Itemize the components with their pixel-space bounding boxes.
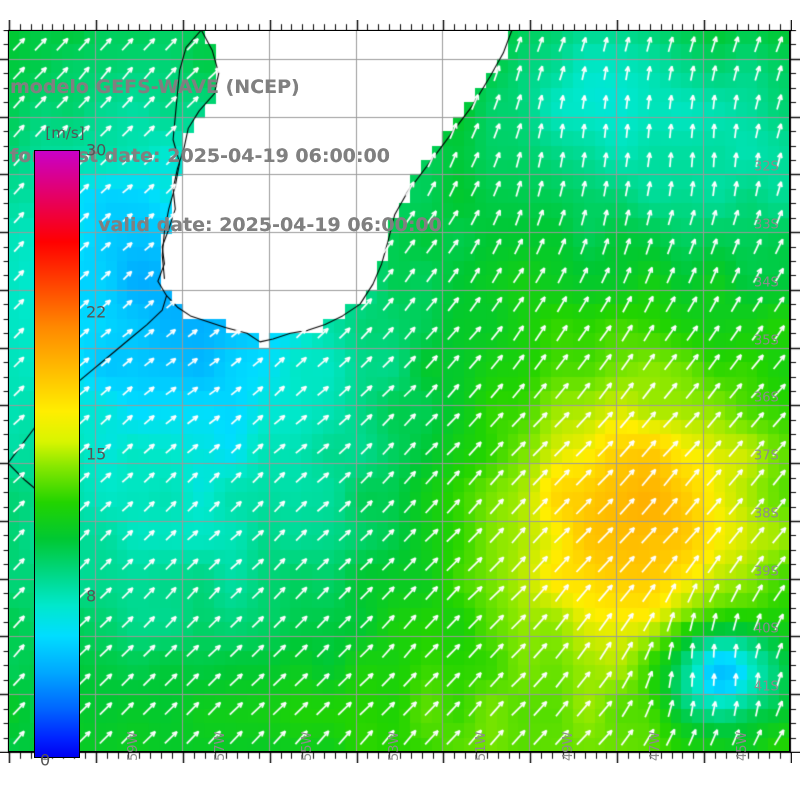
- colorbar-tick-label: 0: [40, 750, 51, 770]
- right-tick-ruler: [790, 30, 800, 753]
- colorbar-unit-label: [m/s]: [45, 124, 85, 142]
- colorbar-gradient: [34, 150, 80, 758]
- wind-direction-arrows: [8, 30, 790, 752]
- map-plot-area: [8, 30, 790, 752]
- colorbar-group: [m/s] 30 22 15 8 0: [34, 124, 106, 770]
- colorbar-tick-label: 8: [86, 586, 97, 606]
- colorbar-tick-label: 30: [86, 140, 107, 160]
- colorbar-tick-label: 15: [86, 444, 107, 464]
- colorbar-tick-label: 22: [86, 302, 107, 322]
- bottom-tick-ruler: [8, 752, 792, 763]
